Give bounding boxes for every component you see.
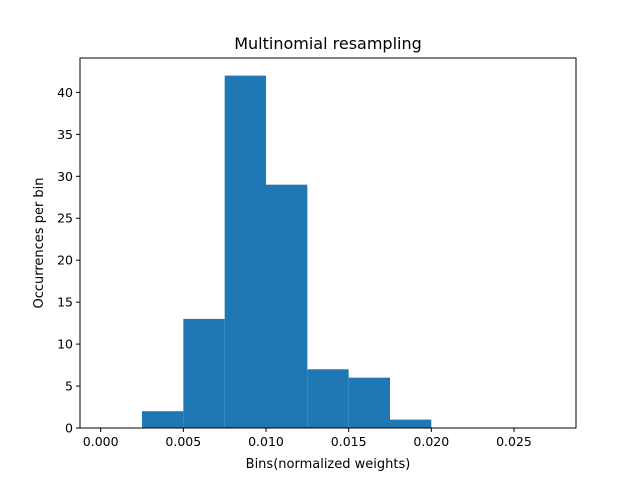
histogram-bar — [142, 411, 184, 428]
plot-area-frame — [79, 57, 577, 429]
y-tick-label: 25 — [57, 211, 73, 226]
y-tick-label: 0 — [65, 421, 73, 436]
x-tick-label: 0.020 — [413, 434, 449, 449]
histogram-bar — [224, 75, 266, 428]
chart-title: Multinomial resampling — [234, 34, 422, 53]
x-tick-label: 0.015 — [331, 434, 367, 449]
y-tick-label: 5 — [65, 379, 73, 394]
y-tick-label: 15 — [57, 295, 73, 310]
x-tick-label: 0.000 — [83, 434, 119, 449]
histogram-bar — [266, 184, 308, 428]
histogram-bar — [390, 419, 432, 428]
y-tick-label: 35 — [57, 127, 73, 142]
histogram-bar — [307, 369, 349, 428]
y-tick-label: 20 — [57, 253, 73, 268]
histogram-bar — [348, 377, 390, 428]
y-tick-label: 40 — [57, 85, 73, 100]
histogram-bar — [183, 318, 225, 428]
y-axis-label: Occurrences per bin — [32, 177, 47, 308]
x-tick-label: 0.025 — [496, 434, 532, 449]
y-tick-label: 10 — [57, 337, 73, 352]
x-tick-label: 0.005 — [165, 434, 201, 449]
x-tick-label: 0.010 — [248, 434, 284, 449]
x-axis-label: Bins(normalized weights) — [246, 457, 411, 472]
y-tick-label: 30 — [57, 169, 73, 184]
